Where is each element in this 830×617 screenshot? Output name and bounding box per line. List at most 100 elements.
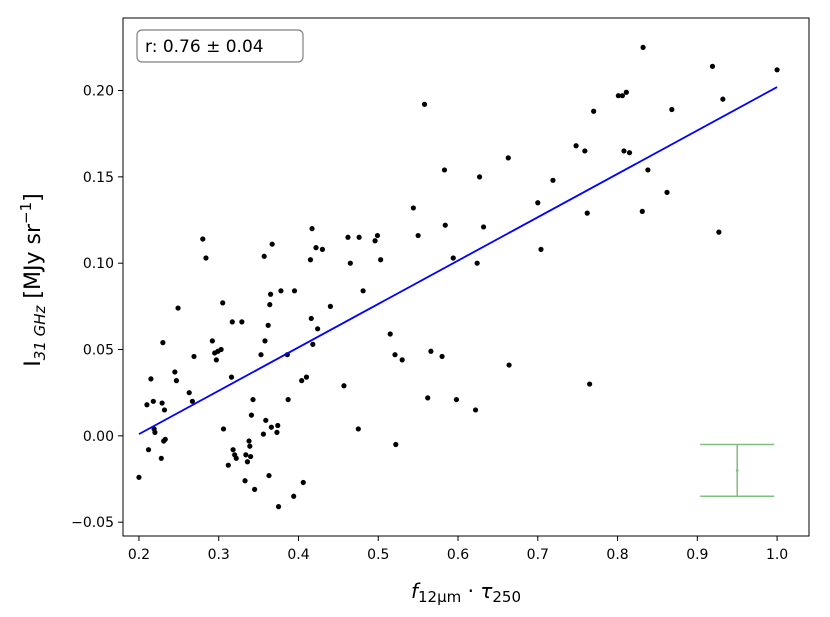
data-point: [619, 93, 625, 99]
data-point: [160, 340, 166, 346]
fit-layer: [138, 86, 778, 435]
y-label-unit-end: ]: [21, 193, 46, 202]
y-axis-label: I31 GHz [MJy sr−1]: [17, 193, 49, 366]
data-point: [669, 106, 675, 113]
y-tick-label: 0.15: [83, 170, 114, 186]
data-point: [709, 63, 716, 69]
data-point: [347, 260, 353, 266]
data-point: [476, 174, 483, 180]
data-point: [378, 257, 384, 263]
data-point: [538, 246, 544, 252]
data-point: [372, 238, 378, 244]
data-point: [220, 300, 226, 306]
points-layer: [136, 44, 780, 510]
data-point: [265, 322, 271, 328]
data-point: [450, 255, 456, 261]
data-point: [415, 232, 421, 239]
x-tick-label: 0.3: [208, 547, 230, 563]
data-point: [274, 429, 280, 435]
data-point: [159, 400, 165, 406]
data-point: [425, 395, 431, 401]
error-bar-center: [735, 468, 739, 472]
y-label-sub: 31 GHz: [31, 304, 49, 360]
x-tick-label: 0.9: [686, 547, 708, 563]
data-point: [266, 472, 272, 479]
data-point: [307, 257, 314, 263]
data-point: [239, 319, 245, 325]
data-point: [310, 341, 316, 347]
y-label-main: I: [21, 360, 46, 367]
data-point: [268, 424, 274, 430]
errorbar-layer: [700, 443, 775, 498]
x-tick-label: 0.6: [447, 547, 469, 563]
data-point: [716, 229, 722, 235]
data-point: [428, 348, 434, 354]
data-point: [203, 255, 209, 261]
data-point: [393, 441, 399, 448]
x-tick-label: 0.4: [287, 547, 309, 563]
data-point: [626, 150, 633, 156]
data-point: [374, 232, 381, 239]
data-point: [399, 357, 405, 363]
y-tick-label: 0.20: [83, 84, 114, 100]
data-point: [242, 478, 248, 484]
data-point: [148, 376, 154, 382]
data-point: [200, 236, 206, 242]
data-point: [303, 374, 310, 380]
data-point: [664, 189, 670, 195]
data-point: [472, 407, 479, 413]
data-point: [162, 436, 168, 442]
data-point: [356, 234, 362, 240]
x-axis-label: f12µm · τ250: [411, 579, 521, 606]
data-point: [263, 417, 269, 423]
data-point: [720, 96, 726, 102]
data-point: [587, 381, 593, 387]
x-tick-label: 0.5: [367, 547, 389, 563]
x-label-main-sub: 12µm: [418, 588, 461, 606]
data-point: [228, 374, 235, 380]
data-point: [267, 291, 274, 297]
data-point: [152, 429, 158, 435]
data-point: [218, 346, 224, 353]
data-point: [247, 443, 253, 449]
data-point: [291, 493, 297, 499]
data-point: [267, 302, 273, 308]
data-point: [291, 288, 298, 294]
data-point: [250, 396, 256, 403]
data-point: [172, 369, 178, 375]
data-point: [186, 390, 192, 396]
data-point: [246, 438, 252, 444]
data-point: [774, 67, 780, 73]
data-point: [615, 93, 621, 99]
data-point: [285, 396, 291, 403]
annotation-text: r: 0.76 ± 0.04: [145, 37, 264, 57]
data-point: [355, 426, 361, 432]
y-tick-label: −0.05: [71, 515, 114, 531]
data-point: [225, 462, 231, 468]
data-point: [535, 200, 541, 206]
data-point: [175, 305, 181, 311]
data-point: [173, 378, 180, 384]
data-point: [275, 422, 281, 429]
data-point: [623, 89, 629, 95]
data-point: [136, 474, 142, 480]
data-point: [410, 205, 416, 211]
data-point: [421, 101, 428, 107]
data-point: [189, 398, 195, 404]
data-point: [313, 245, 319, 251]
data-point: [474, 260, 480, 266]
axes-frame: [122, 17, 810, 537]
data-point: [258, 352, 264, 358]
data-point: [584, 210, 590, 216]
data-point: [308, 315, 314, 322]
data-point: [591, 108, 597, 114]
data-point: [360, 288, 366, 294]
data-point: [145, 447, 152, 453]
data-point: [573, 143, 579, 149]
data-point: [480, 224, 487, 230]
y-axis-ticks: −0.05 0.00 0.05 0.10 0.15 0.20: [71, 84, 123, 531]
data-point: [442, 222, 448, 228]
x-tick-label: 0.8: [606, 547, 628, 563]
data-point: [621, 148, 627, 154]
